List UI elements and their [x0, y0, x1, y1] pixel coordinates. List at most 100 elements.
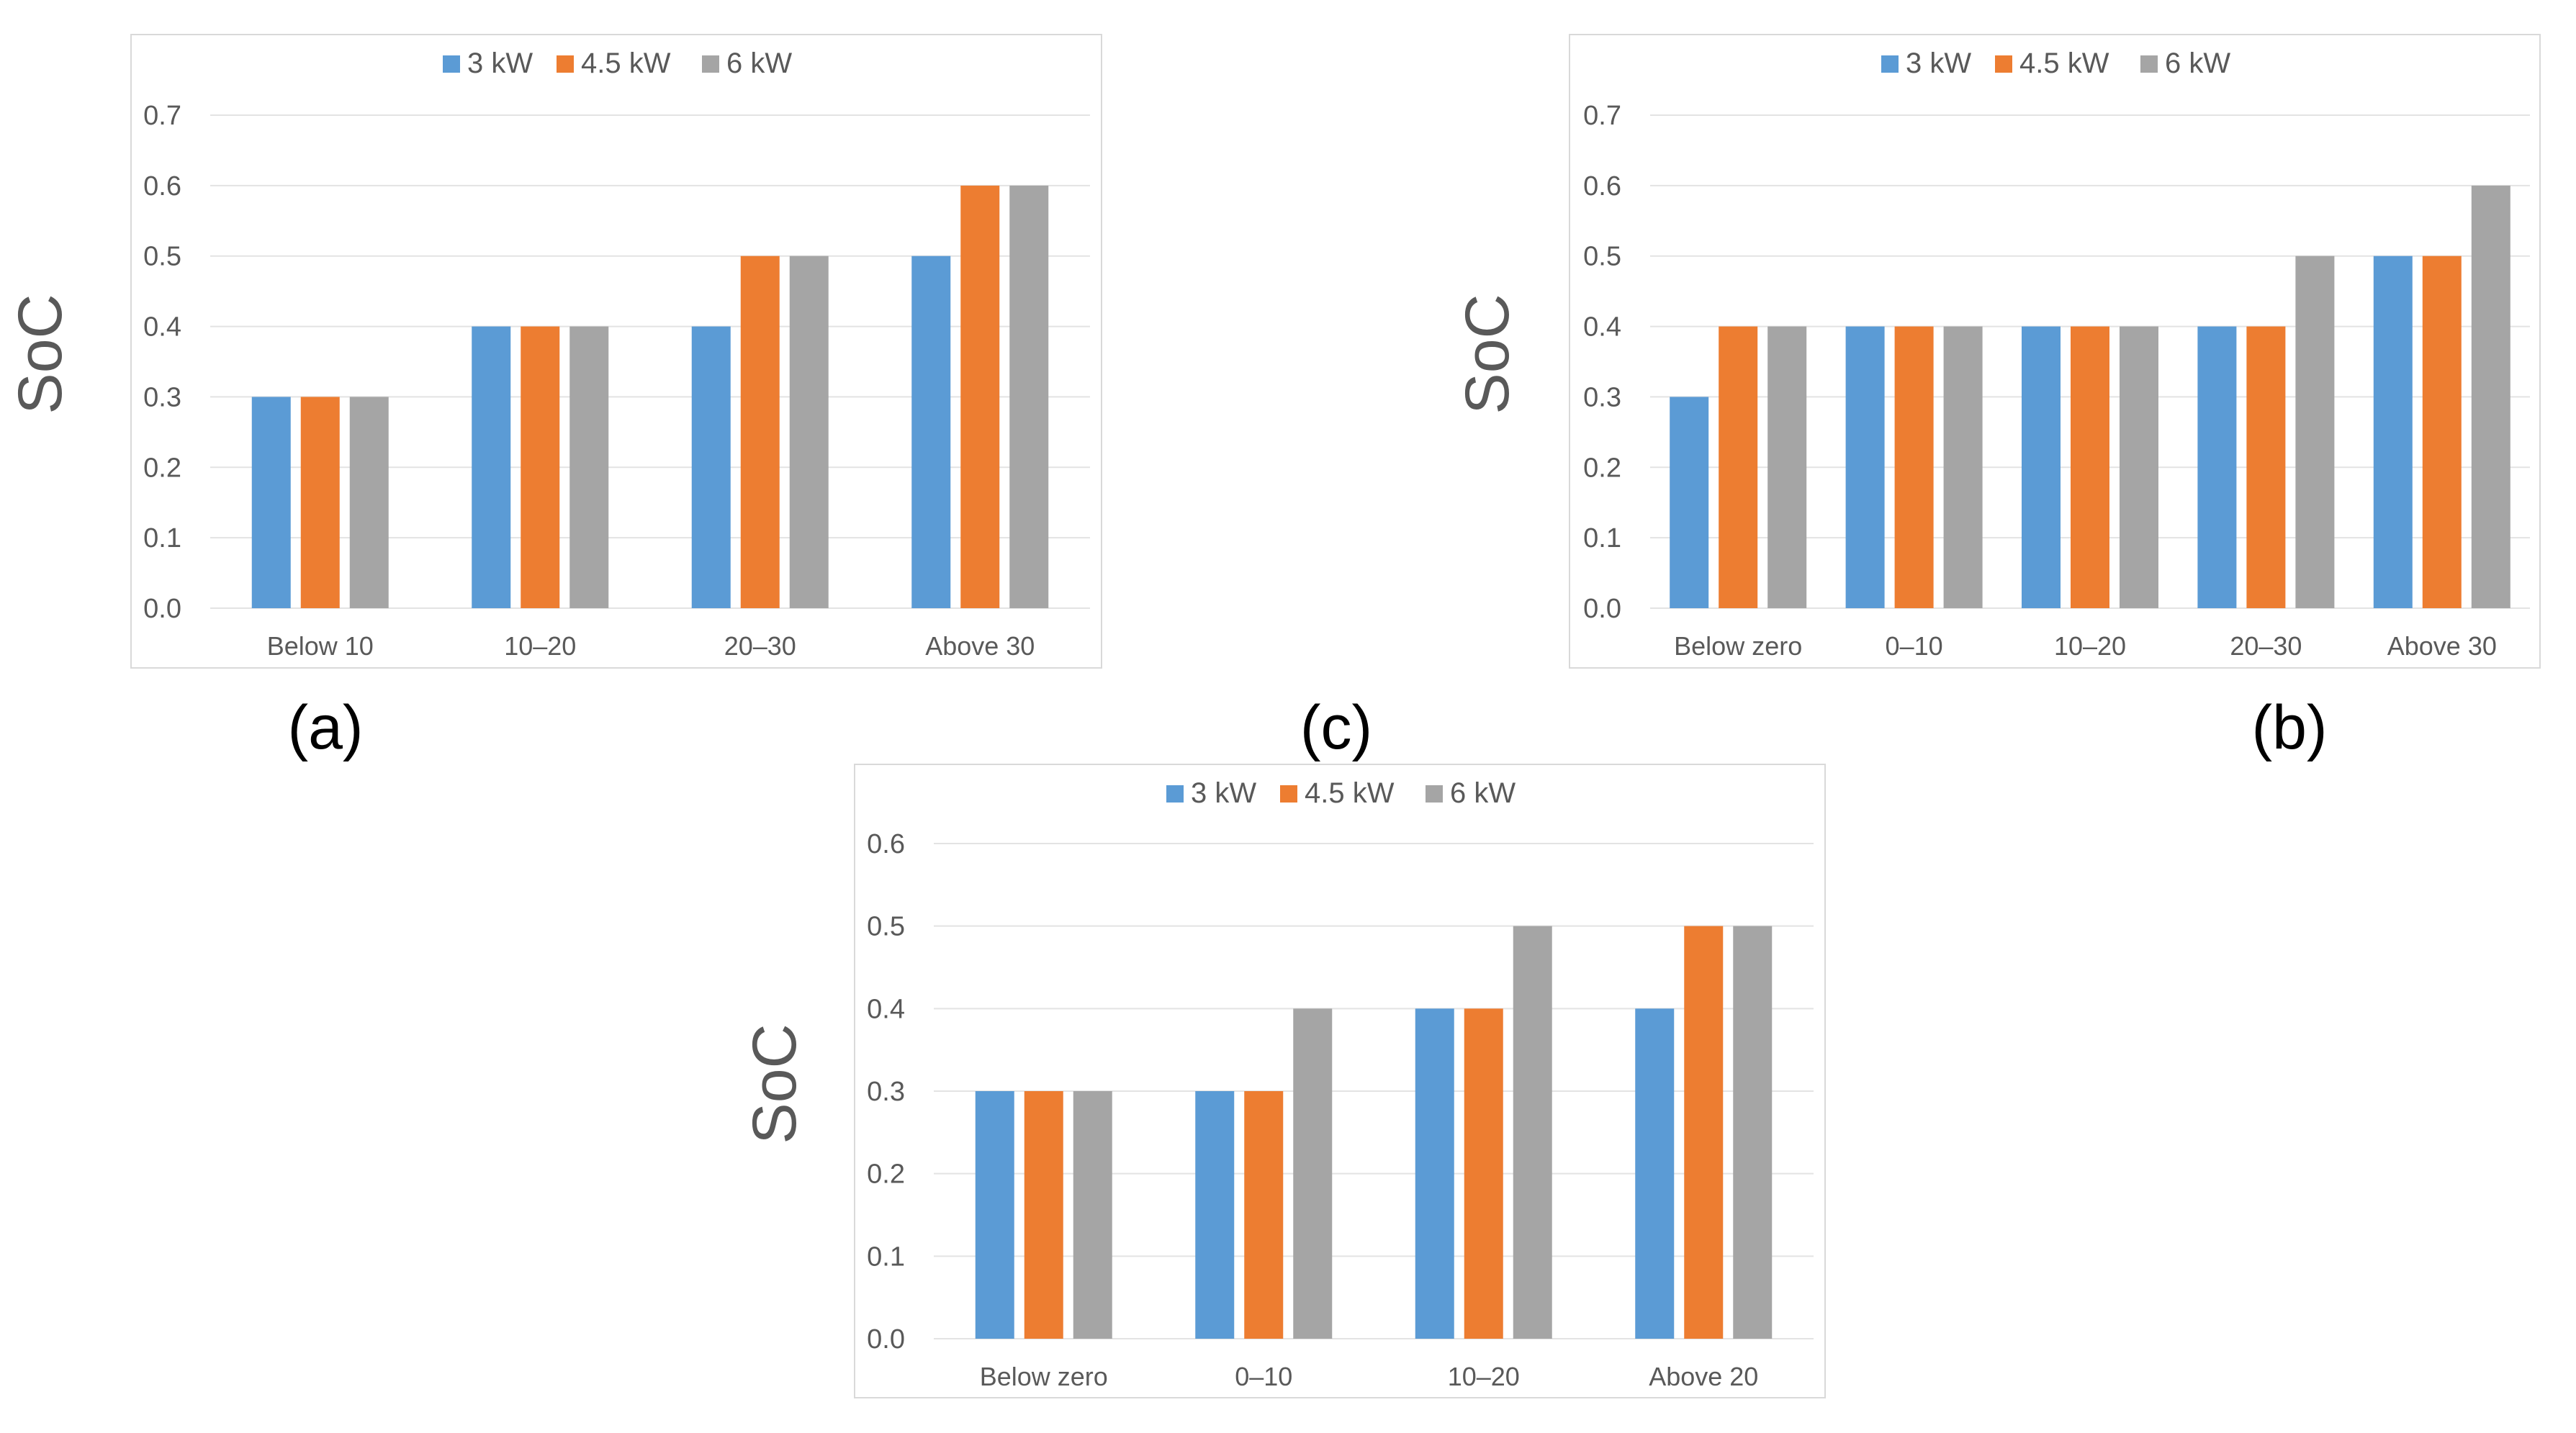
- bar: [1733, 926, 1773, 1339]
- chart-panel-b: 0.0 0.1 0.2 0.3 0.4 0.5 0.6 0.7 SoC Below zero 0–1…: [1453, 34, 2541, 669]
- x-tick-label: Above 30: [925, 631, 1035, 661]
- x-tick-label: 10–20: [504, 631, 576, 661]
- legend-swatch: [1166, 785, 1184, 803]
- y-tick-label: 0.1: [143, 523, 181, 553]
- bar: [251, 397, 291, 608]
- bar: [1293, 1008, 1333, 1339]
- y-tick-label: 0.6: [143, 171, 181, 202]
- bar: [1635, 1008, 1675, 1339]
- bar: [1845, 326, 1885, 608]
- bar: [569, 326, 609, 608]
- y-tick-label: 0.7: [143, 101, 181, 131]
- bar: [691, 326, 731, 608]
- x-tick-label: 10–20: [2054, 631, 2126, 661]
- bar: [789, 256, 829, 608]
- legend-entry: 3 kW: [467, 48, 533, 79]
- y-tick-label: 0.5: [867, 912, 905, 942]
- bar: [1513, 926, 1552, 1339]
- bar: [2295, 256, 2335, 608]
- bar: [1024, 1091, 1063, 1339]
- x-tick-label: Below 10: [267, 631, 374, 661]
- bar: [1670, 397, 1709, 608]
- y-tick-label: 0.7: [1583, 101, 1621, 131]
- bar: [2471, 185, 2510, 608]
- panel-caption-c: (c): [1300, 693, 1372, 762]
- legend-entry: 4.5 kW: [2019, 48, 2109, 79]
- bar: [1894, 326, 1934, 608]
- y-tick-label: 0.1: [1583, 523, 1621, 553]
- y-tick-label: 0.2: [1583, 453, 1621, 483]
- bar: [1464, 1008, 1503, 1339]
- bar: [911, 256, 951, 608]
- y-tick-label: 0.6: [867, 829, 905, 859]
- bar: [2373, 256, 2413, 608]
- y-tick-label: 0.0: [867, 1324, 905, 1355]
- legend-entry: 3 kW: [1906, 48, 1971, 79]
- x-tick-label: 0–10: [1235, 1362, 1292, 1391]
- y-tick-label: 0.0: [1583, 594, 1621, 624]
- bar: [521, 326, 560, 608]
- x-tick-label: Above 20: [1649, 1362, 1758, 1391]
- bar: [2022, 326, 2061, 608]
- y-tick-label: 0.6: [1583, 171, 1621, 202]
- legend-swatch: [557, 55, 574, 73]
- y-tick-label: 0.3: [143, 382, 181, 412]
- bar: [300, 397, 340, 608]
- y-tick-label: 0.3: [867, 1077, 905, 1107]
- x-tick-label: 10–20: [1448, 1362, 1520, 1391]
- x-tick-label: 20–30: [2230, 631, 2302, 661]
- legend-swatch: [1280, 785, 1297, 803]
- x-tick-label: Above 30: [2387, 631, 2497, 661]
- panel-caption-b: (b): [2251, 693, 2327, 762]
- chart-panel-a: 0.0 0.1 0.2 0.3 0.4 0.5 0.6 0.7 SoC Below 10 10–20…: [6, 34, 1102, 669]
- y-tick-label: 0.4: [867, 994, 905, 1024]
- bar: [975, 1091, 1014, 1339]
- bar: [1244, 1091, 1284, 1339]
- legend-swatch: [702, 55, 719, 73]
- bar: [1767, 326, 1807, 608]
- y-tick-label: 0.4: [1583, 312, 1621, 343]
- bar: [1073, 1091, 1112, 1339]
- bar: [2120, 326, 2158, 608]
- x-tick-label: 20–30: [724, 631, 796, 661]
- bar: [2246, 326, 2286, 608]
- y-tick-label: 0.5: [143, 242, 181, 272]
- y-tick-label: 0.1: [867, 1242, 905, 1272]
- x-tick-label: 0–10: [1886, 631, 1943, 661]
- legend-entry: 6 kW: [1450, 777, 1516, 809]
- legend-entry: 4.5 kW: [1305, 777, 1395, 809]
- y-tick-label: 0.2: [143, 453, 181, 483]
- bar: [960, 185, 1000, 608]
- bar: [1719, 326, 1758, 608]
- legend-entry: 6 kW: [726, 48, 792, 79]
- legend-swatch: [1881, 55, 1899, 73]
- legend-swatch: [1995, 55, 2012, 73]
- chart-panel-c: 0.0 0.1 0.2 0.3 0.4 0.5 0.6 SoC Below zero 0–10 10…: [740, 764, 1826, 1398]
- bar: [2197, 326, 2237, 608]
- legend-entry: 6 kW: [2165, 48, 2230, 79]
- x-tick-label: Below zero: [1674, 631, 1802, 661]
- y-axis-label: SoC: [1453, 294, 1522, 414]
- y-axis-label: SoC: [740, 1023, 809, 1144]
- legend-swatch: [2140, 55, 2158, 73]
- bar: [1195, 1091, 1235, 1339]
- y-tick-label: 0.2: [867, 1159, 905, 1190]
- y-tick-label: 0.3: [1583, 382, 1621, 412]
- bar: [2071, 326, 2109, 608]
- bar: [349, 397, 389, 608]
- x-tick-label: Below zero: [980, 1362, 1108, 1391]
- bar: [740, 256, 780, 608]
- panel-caption-a: (a): [287, 693, 363, 762]
- y-tick-label: 0.5: [1583, 242, 1621, 272]
- bar: [1415, 1008, 1454, 1339]
- legend-swatch: [443, 55, 460, 73]
- bar: [472, 326, 511, 608]
- y-axis-label: SoC: [6, 294, 75, 414]
- y-tick-label: 0.4: [143, 312, 181, 343]
- legend-swatch: [1426, 785, 1443, 803]
- bar: [2422, 256, 2462, 608]
- y-tick-label: 0.0: [143, 594, 181, 624]
- bar: [1009, 185, 1049, 608]
- bar: [1684, 926, 1724, 1339]
